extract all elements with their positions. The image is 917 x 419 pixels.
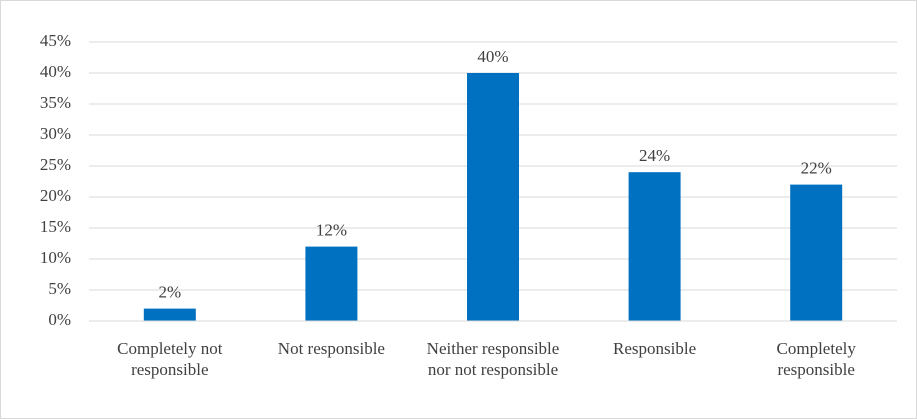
data-label: 2% (158, 283, 181, 302)
y-tick-label: 20% (40, 186, 71, 205)
y-tick-label: 5% (48, 279, 71, 298)
bar (143, 308, 196, 321)
bar (628, 172, 681, 321)
y-tick-label: 25% (40, 155, 71, 174)
y-tick-label: 40% (40, 62, 71, 81)
y-tick-label: 0% (48, 310, 71, 329)
y-tick-label: 30% (40, 124, 71, 143)
x-tick-label: Completely not responsible (117, 339, 223, 379)
bar (467, 73, 519, 321)
x-tick-label: Neither responsible nor not responsible (426, 339, 560, 379)
data-label: 12% (316, 221, 347, 240)
bar (305, 246, 358, 321)
x-tick-label: Responsible (613, 339, 697, 358)
y-tick-label: 10% (40, 248, 71, 267)
y-tick-label: 35% (40, 93, 71, 112)
data-label: 40% (477, 47, 508, 66)
x-tick-label: Completely responsible (776, 339, 856, 379)
data-label: 22% (801, 159, 832, 178)
y-tick-label: 15% (40, 217, 71, 236)
y-tick-label: 45% (40, 31, 71, 50)
data-label: 24% (639, 146, 670, 165)
x-tick-label: Not responsible (277, 339, 385, 358)
bar (790, 184, 843, 321)
